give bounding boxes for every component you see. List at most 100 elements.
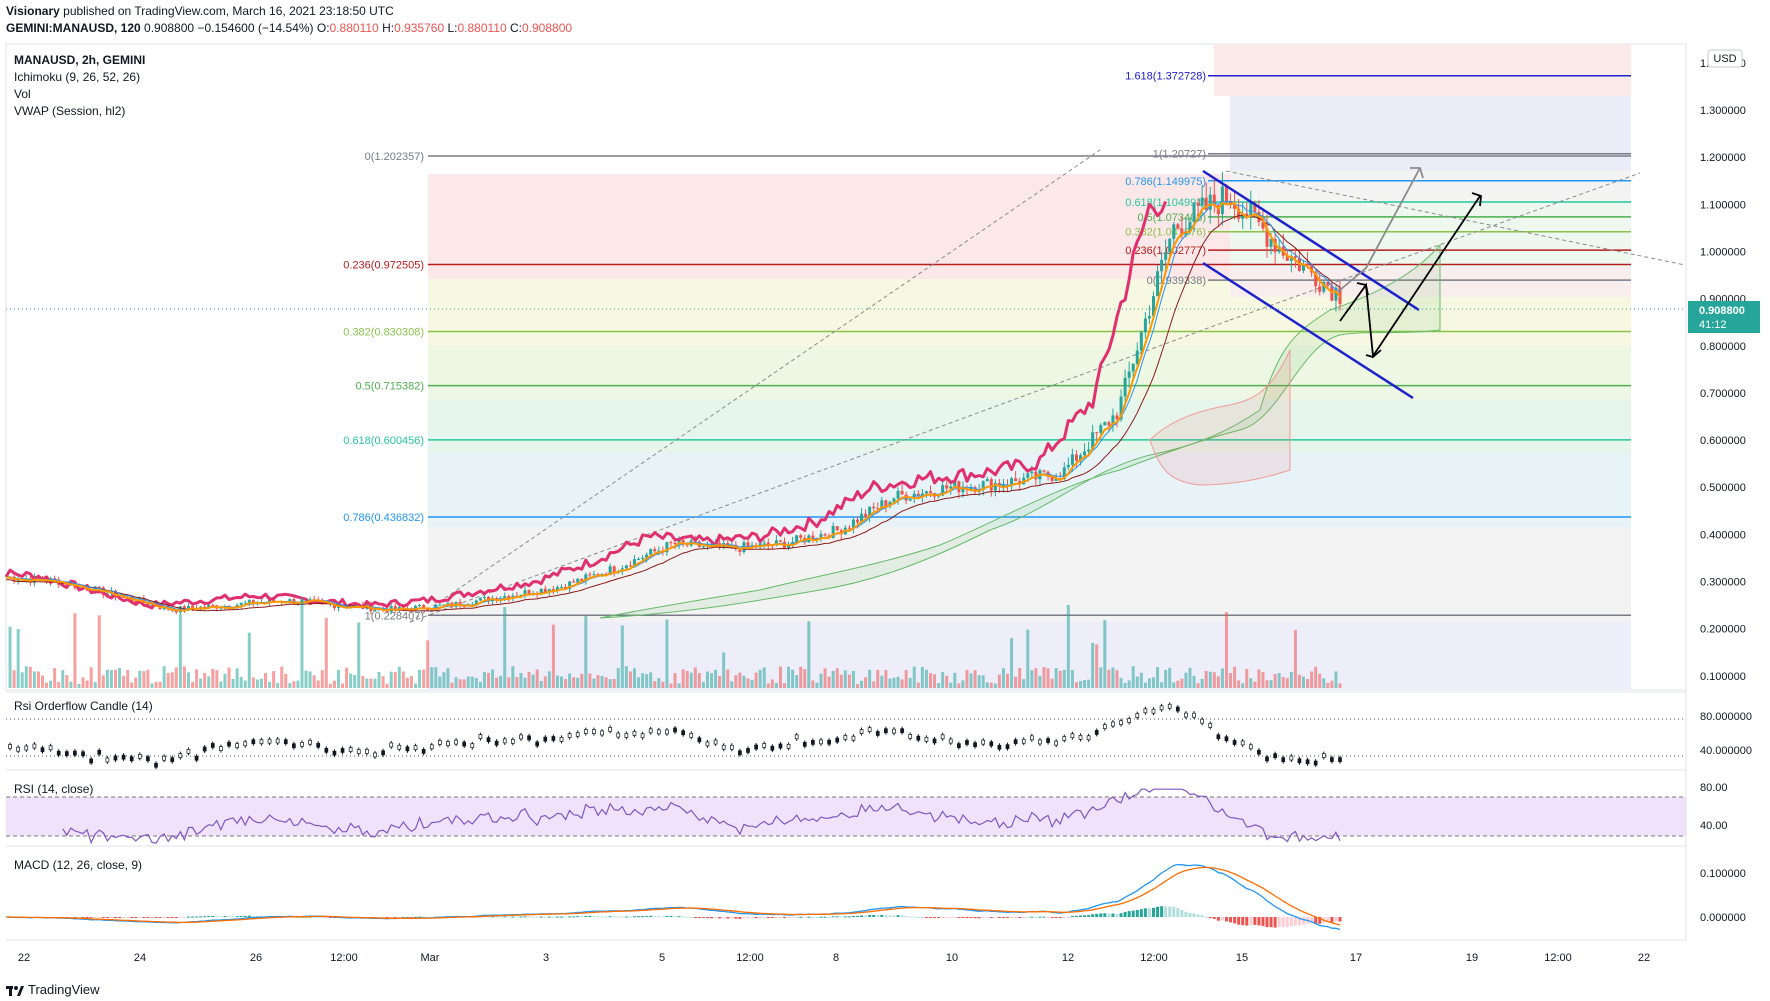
orderflow-body	[835, 737, 840, 743]
volume-bar	[693, 667, 697, 688]
macd-line	[6, 863, 1341, 931]
candle-body	[701, 546, 705, 548]
minor-zone-top	[1214, 44, 1631, 96]
volume-bar	[1273, 674, 1277, 688]
macd-hist-bar	[1054, 917, 1058, 918]
legend-item[interactable]: VWAP (Session, hl2)	[14, 104, 125, 118]
volume-bar	[1103, 620, 1107, 688]
orderflow-body	[243, 741, 248, 747]
macd-hist-bar	[1156, 906, 1160, 917]
orderflow-body	[1175, 706, 1180, 712]
macd-hist-bar	[710, 917, 714, 919]
volume-bar	[434, 667, 438, 688]
orderflow-body	[519, 734, 523, 740]
volume-bar	[588, 673, 592, 688]
volume-bar	[742, 675, 746, 688]
macd-hist-bar	[1139, 909, 1143, 917]
orderflow-body	[178, 753, 183, 758]
candle-body	[1172, 224, 1176, 239]
macd-hist-bar	[397, 917, 401, 918]
candle-body	[1139, 332, 1143, 351]
projection-arrow-gray[interactable]	[1339, 167, 1421, 291]
orderflow-tick-40: 40.000000	[1700, 745, 1752, 757]
volume-bar	[170, 672, 174, 688]
orderflow-body	[583, 729, 588, 734]
volume-bar	[576, 677, 580, 688]
orderflow-body	[275, 738, 280, 744]
legend-item[interactable]: MANAUSD, 2h, GEMINI	[14, 53, 145, 67]
volume-bar	[174, 667, 178, 688]
candle-body	[272, 599, 276, 602]
orderflow-body	[1184, 712, 1188, 718]
volume-bar	[353, 675, 357, 688]
volume-bar	[57, 682, 61, 688]
projection-arrow-black[interactable]	[1339, 195, 1481, 359]
macd-hist-bar	[1164, 906, 1168, 917]
channel-lower-line[interactable]	[1202, 261, 1414, 400]
author-name[interactable]: Visionary	[6, 4, 60, 18]
macd-hist-bar	[1338, 917, 1342, 922]
volume-bar	[81, 677, 85, 688]
orderflow-body	[981, 739, 986, 745]
volume-bar	[815, 682, 819, 688]
footer-brand[interactable]: TradingView	[28, 982, 100, 997]
candle-body	[564, 587, 568, 590]
candle-body	[766, 542, 770, 546]
volume-bar	[985, 682, 989, 688]
volume-bar	[1188, 667, 1192, 688]
orderflow-body	[235, 743, 239, 748]
macd-hist-bar	[535, 916, 539, 918]
orderflow-body	[146, 756, 150, 762]
channel-upper-line[interactable]	[1202, 169, 1420, 312]
macd-hist-bar	[1095, 913, 1099, 917]
high-value: 0.935760	[394, 21, 445, 35]
price-tick: 0.100000	[1700, 671, 1746, 683]
candle-body	[876, 508, 880, 510]
volume-bar	[69, 681, 73, 688]
legend-item[interactable]: Vol	[14, 87, 31, 101]
orderflow-body	[778, 743, 783, 749]
orderflow-body	[129, 756, 134, 762]
volume-bar	[122, 675, 126, 688]
volume-bar	[126, 670, 130, 688]
volume-bar	[458, 679, 462, 688]
volume-bar	[726, 669, 730, 688]
volume-bar	[1107, 669, 1111, 688]
volume-bar	[336, 669, 340, 688]
legend: MANAUSD, 2h, GEMINI Ichimoku (9, 26, 52, …	[14, 53, 145, 118]
candle-body	[1087, 449, 1091, 452]
volume-bar	[1042, 667, 1046, 688]
orderflow-body	[940, 734, 945, 740]
macd-hist-bar	[166, 917, 170, 918]
macd-hist-bar	[499, 916, 503, 918]
macd-hist-bar	[900, 915, 904, 917]
volume-bar	[239, 677, 243, 688]
macd-hist-bar	[1135, 910, 1139, 917]
orderflow-body	[1216, 734, 1221, 740]
orderflow-body	[1224, 736, 1229, 742]
macd-hist-bar	[555, 916, 559, 918]
volume-bar	[1006, 673, 1010, 688]
volume-bar	[85, 680, 89, 688]
currency-button[interactable]	[1707, 49, 1743, 68]
candle-body	[239, 602, 243, 606]
candle-body	[1220, 186, 1224, 215]
volume-bar	[584, 615, 588, 688]
candle-body	[608, 566, 612, 576]
macd-title: MACD (12, 26, close, 9)	[14, 858, 142, 872]
candle-body	[134, 601, 138, 603]
macd-hist-bar	[847, 916, 851, 918]
fib-label: 0(1.202357)	[365, 151, 424, 163]
volume-bar	[109, 670, 113, 688]
orderflow-body	[673, 727, 677, 733]
macd-hist-bar	[243, 915, 247, 917]
macd-hist-bar	[122, 917, 126, 918]
orderflow-body	[32, 743, 37, 749]
price-tick: 1.000000	[1700, 246, 1746, 258]
candle-body	[1200, 197, 1204, 206]
volume-bar	[292, 681, 296, 688]
legend-item[interactable]: Ichimoku (9, 26, 52, 26)	[14, 70, 140, 84]
rsi-tick-80: 80.00	[1700, 782, 1728, 794]
volume-bar	[778, 666, 782, 688]
